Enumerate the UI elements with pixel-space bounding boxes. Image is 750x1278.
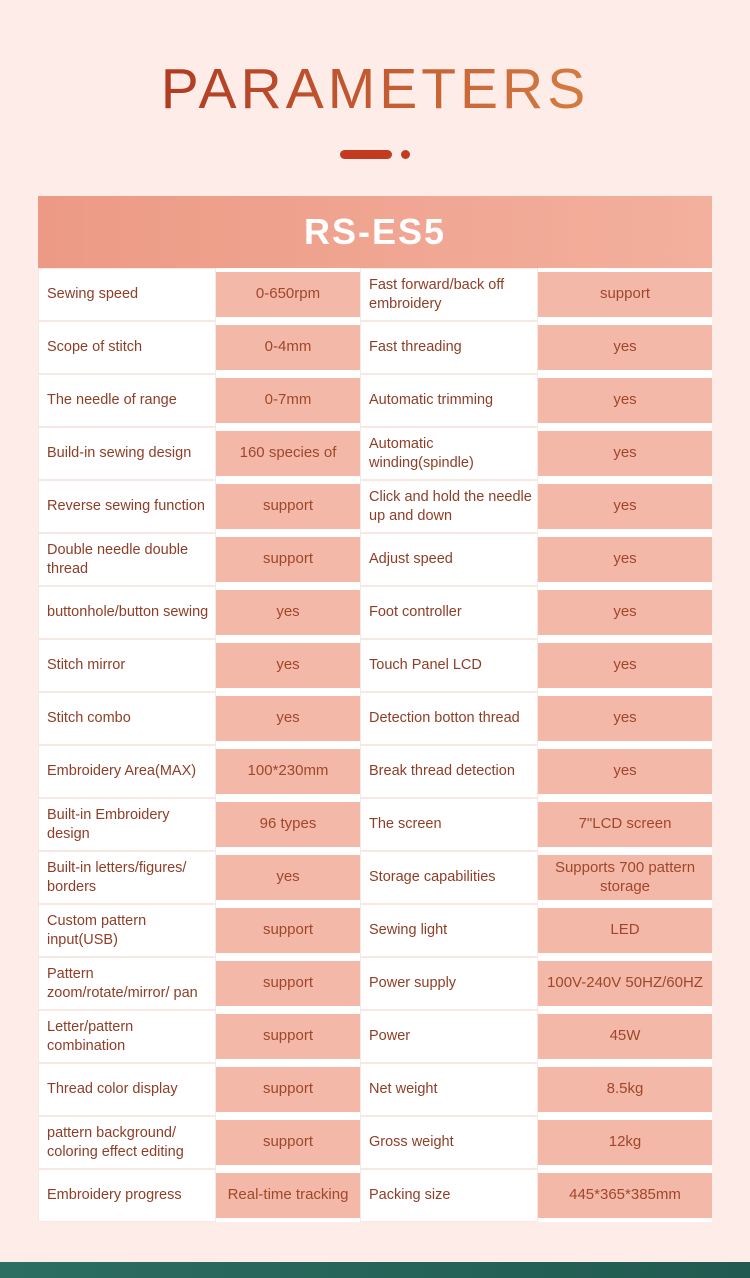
table-row: The needle of range 0-7mm Automatic trim… <box>38 374 712 427</box>
footer-accent-bar <box>0 1262 750 1278</box>
model-name: RS-ES5 <box>303 211 447 252</box>
spec-value-right: yes <box>538 590 712 635</box>
spec-label-right: Power <box>360 1010 538 1063</box>
spec-label-left: Thread color display <box>38 1063 216 1116</box>
model-banner: RS-ES5 <box>38 196 712 268</box>
table-row: Sewing speed 0-650rpm Fast forward/back … <box>38 268 712 321</box>
spec-value-right: 445*365*385mm <box>538 1173 712 1218</box>
spec-value-right: yes <box>538 643 712 688</box>
table-row: Built-in Embroidery design 96 types The … <box>38 798 712 851</box>
spec-value-left: 0-650rpm <box>216 272 360 317</box>
spec-value-left: yes <box>216 696 360 741</box>
spec-value-left: support <box>216 1067 360 1112</box>
spec-value-left: 0-4mm <box>216 325 360 370</box>
spec-value-right: yes <box>538 484 712 529</box>
spec-value-left: 0-7mm <box>216 378 360 423</box>
parameters-card: RS-ES5 Sewing speed 0-650rpm Fast forwar… <box>38 196 712 1222</box>
spec-label-right: Foot controller <box>360 586 538 639</box>
spec-value-left: support <box>216 1014 360 1059</box>
table-row: buttonhole/button sewing yes Foot contro… <box>38 586 712 639</box>
spec-value-right: 100V-240V 50HZ/60HZ <box>538 961 712 1006</box>
spec-label-right: Adjust speed <box>360 533 538 586</box>
title-underline-dash <box>340 150 392 159</box>
spec-label-right: Gross weight <box>360 1116 538 1169</box>
spec-label-right: Storage capabilities <box>360 851 538 904</box>
spec-value-left: support <box>216 537 360 582</box>
spec-label-left: buttonhole/button sewing <box>38 586 216 639</box>
spec-value-left: support <box>216 961 360 1006</box>
table-row: Reverse sewing function support Click an… <box>38 480 712 533</box>
spec-label-left: Double needle double thread <box>38 533 216 586</box>
spec-label-right: Automatic trimming <box>360 374 538 427</box>
spec-label-right: Fast forward/back off embroidery <box>360 268 538 321</box>
table-row: Custom pattern input(USB) support Sewing… <box>38 904 712 957</box>
spec-value-right: yes <box>538 537 712 582</box>
table-row: Pattern zoom/rotate/mirror/ pan support … <box>38 957 712 1010</box>
spec-value-left: support <box>216 908 360 953</box>
spec-value-left: yes <box>216 643 360 688</box>
spec-label-left: Build-in sewing design <box>38 427 216 480</box>
spec-label-right: Touch Panel LCD <box>360 639 538 692</box>
spec-label-right: Power supply <box>360 957 538 1010</box>
table-row: Embroidery Area(MAX) 100*230mm Break thr… <box>38 745 712 798</box>
spec-label-left: Custom pattern input(USB) <box>38 904 216 957</box>
spec-table: Sewing speed 0-650rpm Fast forward/back … <box>38 268 712 1222</box>
spec-label-right: Click and hold the needle up and down <box>360 480 538 533</box>
table-row: Scope of stitch 0-4mm Fast threading yes <box>38 321 712 374</box>
spec-value-left: support <box>216 484 360 529</box>
spec-label-right: Automatic winding(spindle) <box>360 427 538 480</box>
spec-value-right: support <box>538 272 712 317</box>
spec-label-left: Stitch combo <box>38 692 216 745</box>
spec-value-right: yes <box>538 325 712 370</box>
title-underline-dot <box>401 150 410 159</box>
spec-label-left: Embroidery Area(MAX) <box>38 745 216 798</box>
table-row: Thread color display support Net weight … <box>38 1063 712 1116</box>
table-row: Stitch mirror yes Touch Panel LCD yes <box>38 639 712 692</box>
table-row: Letter/pattern combination support Power… <box>38 1010 712 1063</box>
table-row: Stitch combo yes Detection botton thread… <box>38 692 712 745</box>
title-divider <box>0 150 750 159</box>
spec-label-left: Sewing speed <box>38 268 216 321</box>
spec-value-right: 7"LCD screen <box>538 802 712 847</box>
spec-value-left: Real-time tracking <box>216 1173 360 1218</box>
spec-label-left: pattern background/ coloring effect edit… <box>38 1116 216 1169</box>
spec-label-left: Letter/pattern combination <box>38 1010 216 1063</box>
spec-value-right: yes <box>538 696 712 741</box>
spec-value-right: yes <box>538 378 712 423</box>
spec-label-right: Sewing light <box>360 904 538 957</box>
spec-label-left: Built-in letters/figures/ borders <box>38 851 216 904</box>
spec-label-right: Detection botton thread <box>360 692 538 745</box>
spec-label-right: Net weight <box>360 1063 538 1116</box>
spec-value-left: 100*230mm <box>216 749 360 794</box>
spec-value-right: yes <box>538 431 712 476</box>
spec-label-left: Embroidery progress <box>38 1169 216 1222</box>
table-row: Build-in sewing design 160 species of Au… <box>38 427 712 480</box>
table-row: pattern background/ coloring effect edit… <box>38 1116 712 1169</box>
spec-label-right: The screen <box>360 798 538 851</box>
spec-value-right: yes <box>538 749 712 794</box>
table-row: Double needle double thread support Adju… <box>38 533 712 586</box>
spec-value-right: 12kg <box>538 1120 712 1165</box>
spec-label-left: Stitch mirror <box>38 639 216 692</box>
table-row: Embroidery progress Real-time tracking P… <box>38 1169 712 1222</box>
spec-label-left: Reverse sewing function <box>38 480 216 533</box>
spec-value-left: yes <box>216 590 360 635</box>
spec-value-right: 45W <box>538 1014 712 1059</box>
spec-value-left: 96 types <box>216 802 360 847</box>
spec-label-right: Break thread detection <box>360 745 538 798</box>
spec-label-left: Built-in Embroidery design <box>38 798 216 851</box>
spec-label-left: Scope of stitch <box>38 321 216 374</box>
spec-value-left: yes <box>216 855 360 900</box>
spec-label-right: Packing size <box>360 1169 538 1222</box>
spec-value-right: LED <box>538 908 712 953</box>
spec-label-left: Pattern zoom/rotate/mirror/ pan <box>38 957 216 1010</box>
table-row: Built-in letters/figures/ borders yes St… <box>38 851 712 904</box>
spec-label-left: The needle of range <box>38 374 216 427</box>
spec-value-left: 160 species of <box>216 431 360 476</box>
spec-value-right: 8.5kg <box>538 1067 712 1112</box>
page-title: PARAMETERS <box>161 0 590 122</box>
spec-value-right: Supports 700 pattern storage <box>538 855 712 900</box>
spec-value-left: support <box>216 1120 360 1165</box>
spec-label-right: Fast threading <box>360 321 538 374</box>
